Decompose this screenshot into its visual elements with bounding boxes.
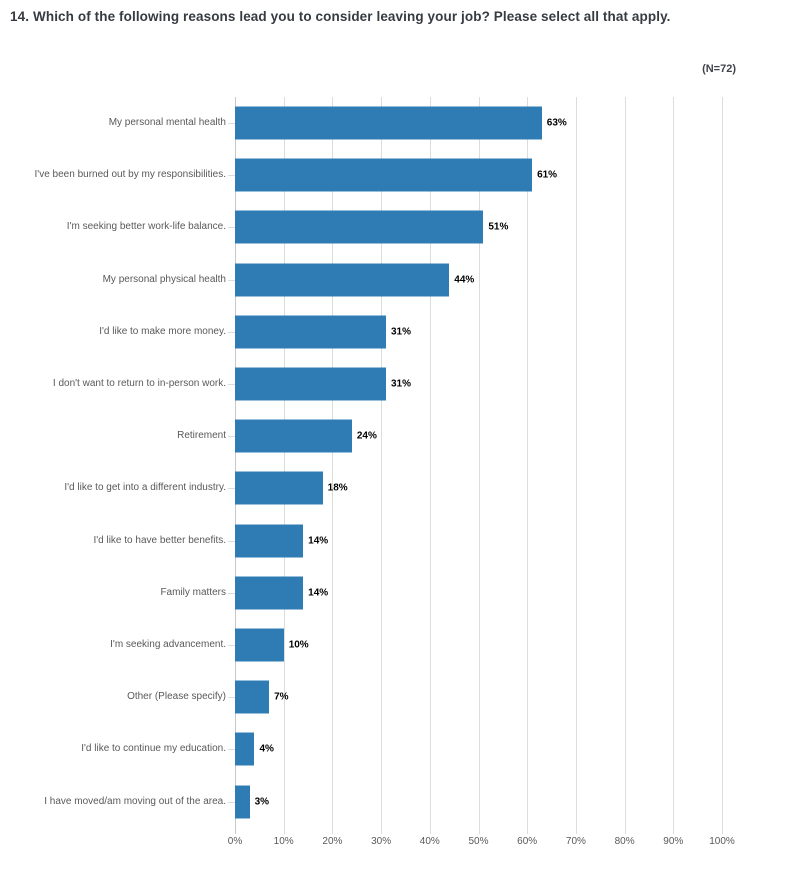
- category-label: Retirement: [177, 430, 226, 442]
- category-tick: [228, 749, 235, 751]
- category-tick: [228, 540, 235, 542]
- horizontal-bar-chart: My personal mental health 63% I've been bu…: [0, 97, 812, 872]
- category-label: I'd like to have better benefits.: [93, 534, 226, 546]
- x-axis-tick-label: 50%: [468, 836, 489, 847]
- category-tick: [228, 175, 235, 177]
- bar-row: Retirement 24%: [0, 410, 812, 462]
- question-text: Which of the following reasons lead you …: [33, 9, 671, 24]
- bar-row: I'm seeking advancement. 10%: [0, 619, 812, 671]
- gridline: [527, 97, 529, 834]
- x-axis-tick-label: 10%: [273, 836, 294, 847]
- x-axis-tick-label: 70%: [565, 836, 586, 847]
- category-tick: [228, 331, 235, 333]
- category-label: I've been burned out by my responsibilit…: [34, 169, 226, 181]
- bar: [235, 210, 484, 244]
- bar-row: I have moved/am moving out of the area. 3…: [0, 775, 812, 827]
- bar: [235, 471, 323, 505]
- bar-row: Family matters 14%: [0, 567, 812, 619]
- category-tick: [228, 436, 235, 438]
- value-label: 51%: [488, 221, 509, 233]
- value-label: 24%: [356, 430, 377, 442]
- gridline: [283, 97, 285, 834]
- value-label: 18%: [327, 482, 348, 494]
- category-label: Other (Please specify): [127, 691, 226, 703]
- value-label: 4%: [259, 743, 274, 755]
- value-label: 14%: [308, 587, 329, 599]
- category-label: I don't want to return to in-person work…: [52, 378, 226, 390]
- bar: [235, 419, 352, 453]
- x-axis-tick-label: 40%: [419, 836, 440, 847]
- bar: [235, 524, 304, 558]
- bar: [235, 158, 533, 192]
- value-label: 61%: [537, 169, 558, 181]
- value-label: 31%: [390, 326, 411, 338]
- bar-row: I'd like to get into a different industr…: [0, 462, 812, 514]
- value-label: 14%: [308, 535, 329, 547]
- category-label: Family matters: [160, 586, 226, 598]
- bar-row: I'd like to have better benefits. 14%: [0, 515, 812, 567]
- sample-size-label: (N=72): [702, 63, 736, 75]
- bar: [235, 785, 250, 819]
- bar: [235, 732, 255, 766]
- value-label: 10%: [288, 639, 309, 651]
- bar-row: I don't want to return to in-person work…: [0, 358, 812, 410]
- category-label: I'd like to make more money.: [99, 325, 226, 337]
- category-tick: [228, 488, 235, 490]
- question-title: 14. Which of the following reasons lead …: [10, 9, 790, 24]
- x-axis-tick-label: 80%: [614, 836, 635, 847]
- bar-row: I'd like to continue my education. 4%: [0, 723, 812, 775]
- bar: [235, 263, 450, 297]
- gridline: [478, 97, 480, 834]
- y-axis-line: [235, 97, 236, 834]
- category-label: I'd like to continue my education.: [81, 743, 226, 755]
- category-label: I'd like to get into a different industr…: [64, 482, 226, 494]
- category-tick: [228, 384, 235, 386]
- gridline: [575, 97, 577, 834]
- bar: [235, 106, 542, 140]
- x-axis-tick-label: 20%: [322, 836, 343, 847]
- question-number: 14.: [10, 9, 30, 24]
- category-tick: [228, 123, 235, 125]
- category-label: My personal mental health: [108, 117, 226, 129]
- bar-row: Other (Please specify) 7%: [0, 671, 812, 723]
- bar: [235, 680, 270, 714]
- bar-row: My personal physical health 44%: [0, 254, 812, 306]
- bar: [235, 628, 284, 662]
- gridline: [722, 97, 723, 834]
- bar: [235, 315, 386, 349]
- category-label: My personal physical health: [102, 273, 226, 285]
- category-label: I'm seeking advancement.: [110, 638, 226, 650]
- category-label: I'm seeking better work-life balance.: [66, 221, 226, 233]
- gridline: [429, 97, 431, 834]
- gridline: [673, 97, 675, 834]
- x-axis-tick-label: 100%: [709, 836, 735, 847]
- category-tick: [228, 592, 235, 594]
- bar-row: I'm seeking better work-life balance. 51%: [0, 201, 812, 253]
- value-label: 63%: [546, 117, 567, 129]
- gridline: [332, 97, 334, 834]
- x-axis-tick-label: 0%: [227, 836, 243, 847]
- bar-row: I've been burned out by my responsibilit…: [0, 149, 812, 201]
- bar-row: My personal mental health 63%: [0, 97, 812, 149]
- category-tick: [228, 697, 235, 699]
- x-axis-tick-label: 60%: [517, 836, 538, 847]
- bar-rows: My personal mental health 63% I've been bu…: [0, 97, 812, 828]
- value-label: 31%: [390, 378, 411, 390]
- x-axis-tick-label: 30%: [371, 836, 392, 847]
- value-label: 3%: [254, 796, 270, 808]
- value-label: 44%: [454, 274, 475, 286]
- bar: [235, 367, 386, 401]
- category-tick: [228, 801, 235, 803]
- bar-row: I'd like to make more money. 31%: [0, 306, 812, 358]
- gridline: [624, 97, 626, 834]
- bar: [235, 576, 304, 610]
- category-tick: [228, 644, 235, 646]
- category-label: I have moved/am moving out of the area.: [44, 795, 226, 807]
- x-axis-tick-label: 90%: [663, 836, 684, 847]
- value-label: 7%: [274, 691, 289, 703]
- category-tick: [228, 227, 235, 229]
- category-tick: [228, 279, 235, 281]
- gridline: [381, 97, 383, 834]
